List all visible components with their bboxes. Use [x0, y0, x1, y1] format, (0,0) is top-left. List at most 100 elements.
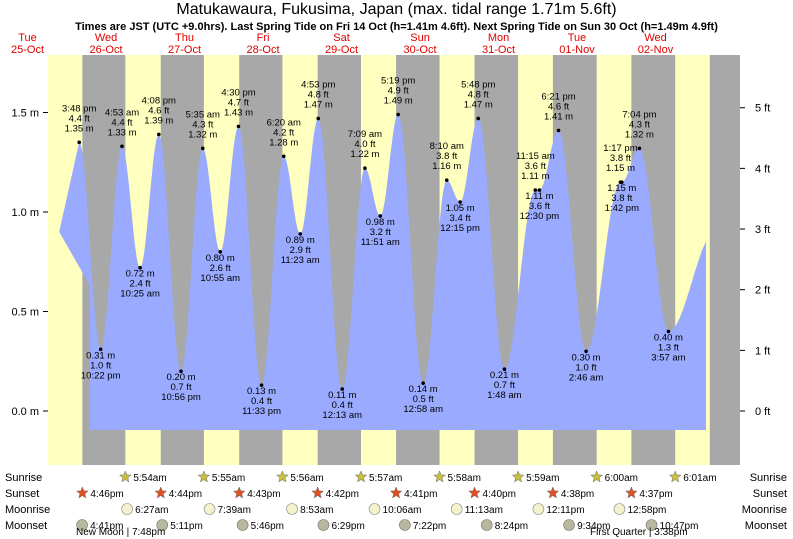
astronomy-rows: Sunrise Sunrise Sunset Sunset Moonrise Moonri…: [5, 470, 787, 538]
day-of-week-label: Wed: [95, 32, 117, 44]
tide-label: 11:51 am: [361, 237, 400, 248]
date-label: 28-Oct: [247, 44, 280, 56]
moonrise-time: 6:27am: [135, 505, 168, 516]
tide-label: 4:30 pm: [221, 87, 255, 98]
tide-label: 3:57 am: [651, 352, 685, 363]
date-label: 31-Oct: [482, 44, 515, 56]
tide-label: 1.11 m: [525, 191, 553, 202]
sunset-time: 4:42pm: [326, 489, 359, 500]
moonrise-icon: [532, 503, 545, 515]
tide-label: 4.6 ft: [148, 105, 169, 116]
tide-point: [98, 347, 103, 352]
tide-label: 1.0 ft: [576, 362, 597, 373]
tide-label: 1.15 m: [606, 163, 635, 174]
tide-label: 10:25 am: [120, 289, 160, 300]
tide-label: 0.5 ft: [413, 394, 434, 405]
row-label-left: Moonrise: [5, 504, 50, 516]
moon-phase-note: New Moon | 7:48pm: [76, 527, 165, 538]
sunrise-time: 5:57am: [369, 473, 402, 484]
sunrise-icon: [511, 470, 525, 483]
sunrise-icon: [118, 470, 132, 483]
tide-label: 0.14 m: [409, 384, 438, 395]
tide-point: [502, 367, 507, 372]
row-label-right: Sunset: [753, 488, 787, 500]
y-right-tick-label: 3 ft: [755, 224, 770, 236]
tide-label: 1.39 m: [144, 115, 173, 126]
moonset-time: 8:24pm: [495, 521, 528, 532]
tide-label: 0.7 ft: [170, 382, 191, 393]
day-of-week-label: Tue: [568, 32, 587, 44]
tide-label: 1.49 m: [384, 95, 413, 106]
tide-label: 6:20 am: [267, 117, 301, 128]
tide-label: 7:09 am: [348, 129, 382, 140]
tide-point: [666, 329, 671, 334]
tide-label: 6:21 pm: [541, 91, 575, 102]
row-label-left: Moonset: [5, 520, 47, 532]
moonset-icon: [317, 519, 330, 531]
tide-point: [396, 112, 400, 117]
moonrise-time: 12:58pm: [627, 505, 666, 516]
moonrise-icon: [121, 503, 133, 515]
tide-label: 5:19 pm: [381, 75, 415, 86]
tide-label: 2.6 ft: [210, 263, 231, 274]
day-of-week-label: Mon: [488, 32, 509, 44]
tide-point: [77, 140, 82, 145]
moonrise-time: 7:39am: [218, 505, 251, 516]
sunrise-icon: [276, 470, 289, 483]
day-of-week-label: Thu: [175, 32, 194, 44]
sunset-icon: [232, 486, 246, 499]
moonrise-time: 12:11pm: [546, 505, 584, 516]
sunrise-icon: [433, 470, 446, 483]
sunset-time: 4:37pm: [639, 489, 672, 500]
day-of-week-label: Tue: [18, 32, 37, 44]
y-right-tick-label: 4 ft: [755, 163, 770, 175]
tide-label: 0.4 ft: [332, 400, 353, 411]
tide-point: [378, 214, 383, 218]
tide-label: 4:53 am: [105, 107, 139, 118]
tide-area: [59, 114, 707, 430]
date-label: 25-Oct: [11, 44, 44, 56]
moonset-time: 5:11pm: [170, 521, 203, 532]
tide-point: [120, 144, 124, 149]
tide-label: 7:04 pm: [622, 109, 656, 120]
day-of-week-label: Fri: [257, 32, 270, 44]
tide-label: 0.11 m: [328, 390, 356, 401]
moonrise-icon: [450, 503, 463, 515]
moonset-time: 4:41pm: [90, 521, 123, 532]
tide-label: 1.32 m: [188, 129, 217, 140]
moonset-icon: [480, 519, 493, 531]
sunset-icon: [154, 486, 168, 499]
sunset-time: 4:40pm: [483, 489, 516, 500]
tide-label: 1.47 m: [464, 99, 493, 110]
tide-point: [620, 180, 624, 184]
tide-label: 1.11 m: [521, 171, 549, 182]
row-label-right: Sunrise: [750, 472, 787, 484]
sunset-icon: [625, 486, 638, 499]
tide-point: [298, 232, 303, 236]
tide-label: 2.9 ft: [290, 245, 311, 256]
day-of-week-label: Sun: [410, 32, 430, 44]
tide-label: 4:53 pm: [301, 79, 335, 90]
tide-label: 1.41 m: [544, 111, 573, 122]
moonrise-time: 11:13am: [465, 505, 503, 516]
tide-point: [537, 188, 542, 192]
tide-label: 1.15 m: [607, 183, 636, 194]
tide-label: 2.4 ft: [130, 279, 151, 290]
day-of-week-label: Sat: [333, 32, 350, 44]
tide-label: 1.16 m: [432, 161, 461, 172]
moonset-icon: [399, 519, 411, 531]
tide-label: 11:33 pm: [242, 406, 281, 417]
tide-point: [200, 146, 205, 151]
row-label-right: Moonrise: [742, 504, 787, 516]
sunset-time: 4:46pm: [90, 489, 123, 500]
tide-point: [179, 369, 183, 374]
sunrise-icon: [668, 470, 682, 483]
moonrise-icon: [203, 503, 216, 515]
tide-label: 4.7 ft: [228, 97, 249, 108]
sunrise-time: 5:55am: [212, 473, 245, 484]
sunrise-icon: [590, 470, 604, 483]
tide-point: [138, 265, 142, 270]
sunset-icon: [546, 486, 560, 499]
moonrise-icon: [368, 503, 381, 515]
